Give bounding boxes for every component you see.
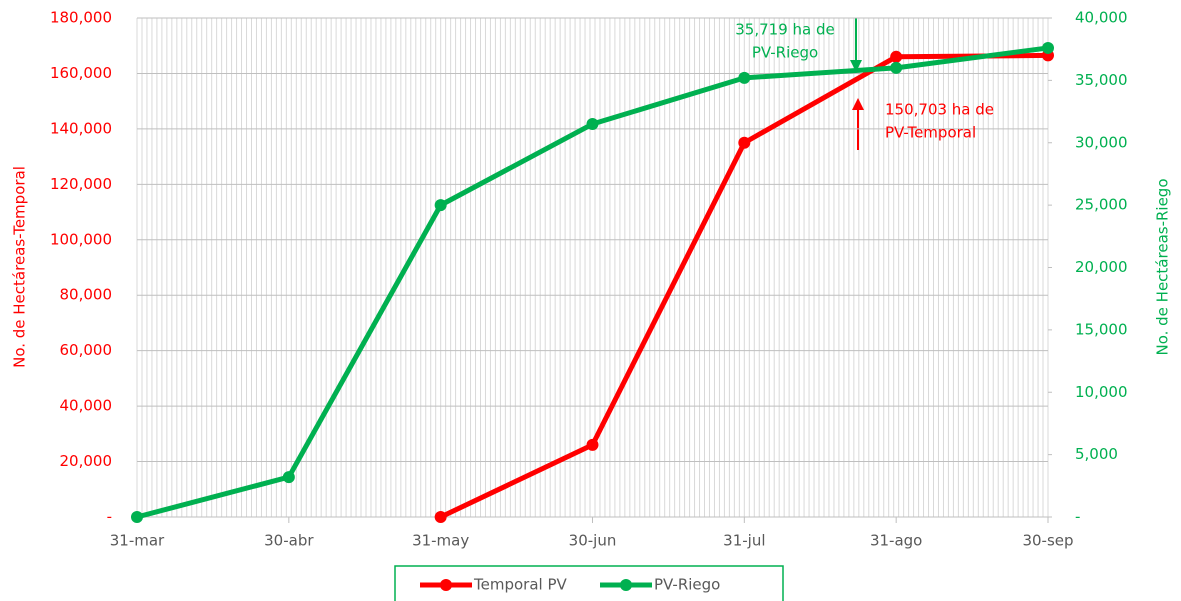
y2-tick-label: 10,000 xyxy=(1075,383,1128,401)
point-marker xyxy=(282,471,295,484)
point-marker xyxy=(586,438,599,451)
x-tick-label: 31-may xyxy=(412,532,469,550)
y2-tick-label: 30,000 xyxy=(1075,133,1128,151)
annotation-arrowhead xyxy=(852,98,864,110)
annotation: 35,719 ha de xyxy=(735,21,834,39)
point-marker xyxy=(890,50,903,63)
y-axis-title: No. de Hectáreas-Temporal xyxy=(11,166,29,368)
annotation: PV-Riego xyxy=(752,44,818,62)
annotation: PV-Temporal xyxy=(885,124,976,142)
y-tick-label: 20,000 xyxy=(60,452,113,470)
y2-tick-label: 20,000 xyxy=(1075,258,1128,276)
point-marker xyxy=(890,61,903,74)
y2-tick-label: 15,000 xyxy=(1075,320,1128,338)
point-marker xyxy=(434,199,447,212)
x-tick-label: 31-jul xyxy=(723,532,765,550)
point-marker xyxy=(586,118,599,131)
y-tick-label: 120,000 xyxy=(50,175,112,193)
y-tick-label: 80,000 xyxy=(60,286,113,304)
y2-axis-title: No. de Hectáreas-Riego xyxy=(1154,178,1172,355)
y-tick-label: 100,000 xyxy=(50,230,112,248)
y2-tick-label: 35,000 xyxy=(1075,71,1128,89)
y2-tick-label: - xyxy=(1075,508,1080,526)
annotation: 150,703 ha de xyxy=(885,101,994,119)
y2-tick-label: 25,000 xyxy=(1075,196,1128,214)
y-tick-label: - xyxy=(107,508,112,526)
y-tick-label: 140,000 xyxy=(50,119,112,137)
x-tick-label: 30-abr xyxy=(264,532,314,550)
y-tick-label: 40,000 xyxy=(60,397,113,415)
point-marker xyxy=(434,511,447,523)
annotation-arrowhead xyxy=(850,60,862,72)
legend-label: Temporal PV xyxy=(473,576,567,594)
legend-marker xyxy=(440,579,452,591)
day-grid xyxy=(136,18,1049,517)
y-tick-label: 160,000 xyxy=(50,64,112,82)
x-tick-label: 30-sep xyxy=(1022,532,1073,550)
legend-marker xyxy=(620,579,632,591)
point-marker xyxy=(738,71,751,84)
point-marker xyxy=(131,511,143,523)
y-tick-label: 180,000 xyxy=(50,9,112,27)
x-tick-label: 31-ago xyxy=(870,532,922,550)
point-marker xyxy=(738,136,751,149)
y2-tick-label: 5,000 xyxy=(1075,445,1118,463)
legend-label: PV-Riego xyxy=(654,576,720,594)
x-tick-label: 30-jun xyxy=(569,532,617,550)
x-tick-label: 31-mar xyxy=(110,532,165,550)
y-tick-label: 60,000 xyxy=(60,341,113,359)
point-marker xyxy=(1042,41,1054,54)
y2-tick-label: 40,000 xyxy=(1075,9,1128,27)
